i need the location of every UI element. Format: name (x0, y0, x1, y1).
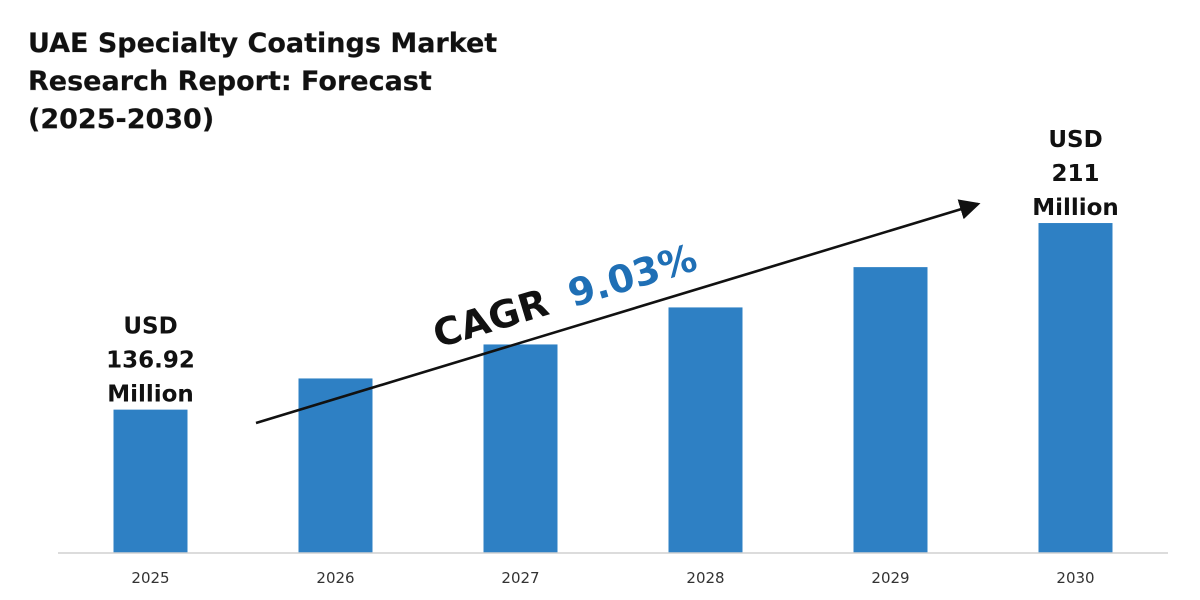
x-tick-label-2027: 2027 (501, 569, 539, 587)
x-tick-label-2026: 2026 (316, 569, 354, 587)
x-tick-label-2029: 2029 (871, 569, 909, 587)
x-tick-label-2028: 2028 (686, 569, 724, 587)
cagr-value: 9.03% (563, 236, 702, 316)
bars-group (113, 223, 1113, 553)
x-tick-label-2025: 2025 (131, 569, 169, 587)
bar-2030 (1038, 223, 1113, 553)
bar-2029 (853, 267, 928, 553)
chart-title: UAE Specialty Coatings Market Research R… (28, 28, 498, 136)
data-label-2025-line-3: Million (107, 382, 194, 408)
x-tick-label-2030: 2030 (1056, 569, 1094, 587)
title-line-2: Research Report: Forecast (28, 66, 432, 97)
title-line-3: (2025-2030) (28, 104, 214, 135)
data-label-2030-line-3: Million (1032, 195, 1119, 221)
bar-2025 (113, 409, 188, 553)
bar-2027 (483, 344, 558, 553)
title-line-1: UAE Specialty Coatings Market (28, 28, 497, 59)
trend-arrow (255, 199, 981, 425)
data-label-2025-line-1: USD (123, 314, 177, 340)
cagr-annotation: CAGR 9.03% (428, 236, 702, 357)
data-label-2025-line-2: 136.92 (106, 348, 195, 374)
bar-2028 (668, 307, 743, 553)
data-label-2030-line-1: USD (1048, 127, 1102, 153)
data-label-2030-line-2: 211 (1051, 161, 1099, 187)
bar-2026 (298, 378, 373, 553)
data-labels: USD 136.92 Million USD 211 Million (106, 127, 1119, 408)
x-axis-tick-labels: 2025 2026 2027 2028 2029 2030 (131, 569, 1094, 587)
